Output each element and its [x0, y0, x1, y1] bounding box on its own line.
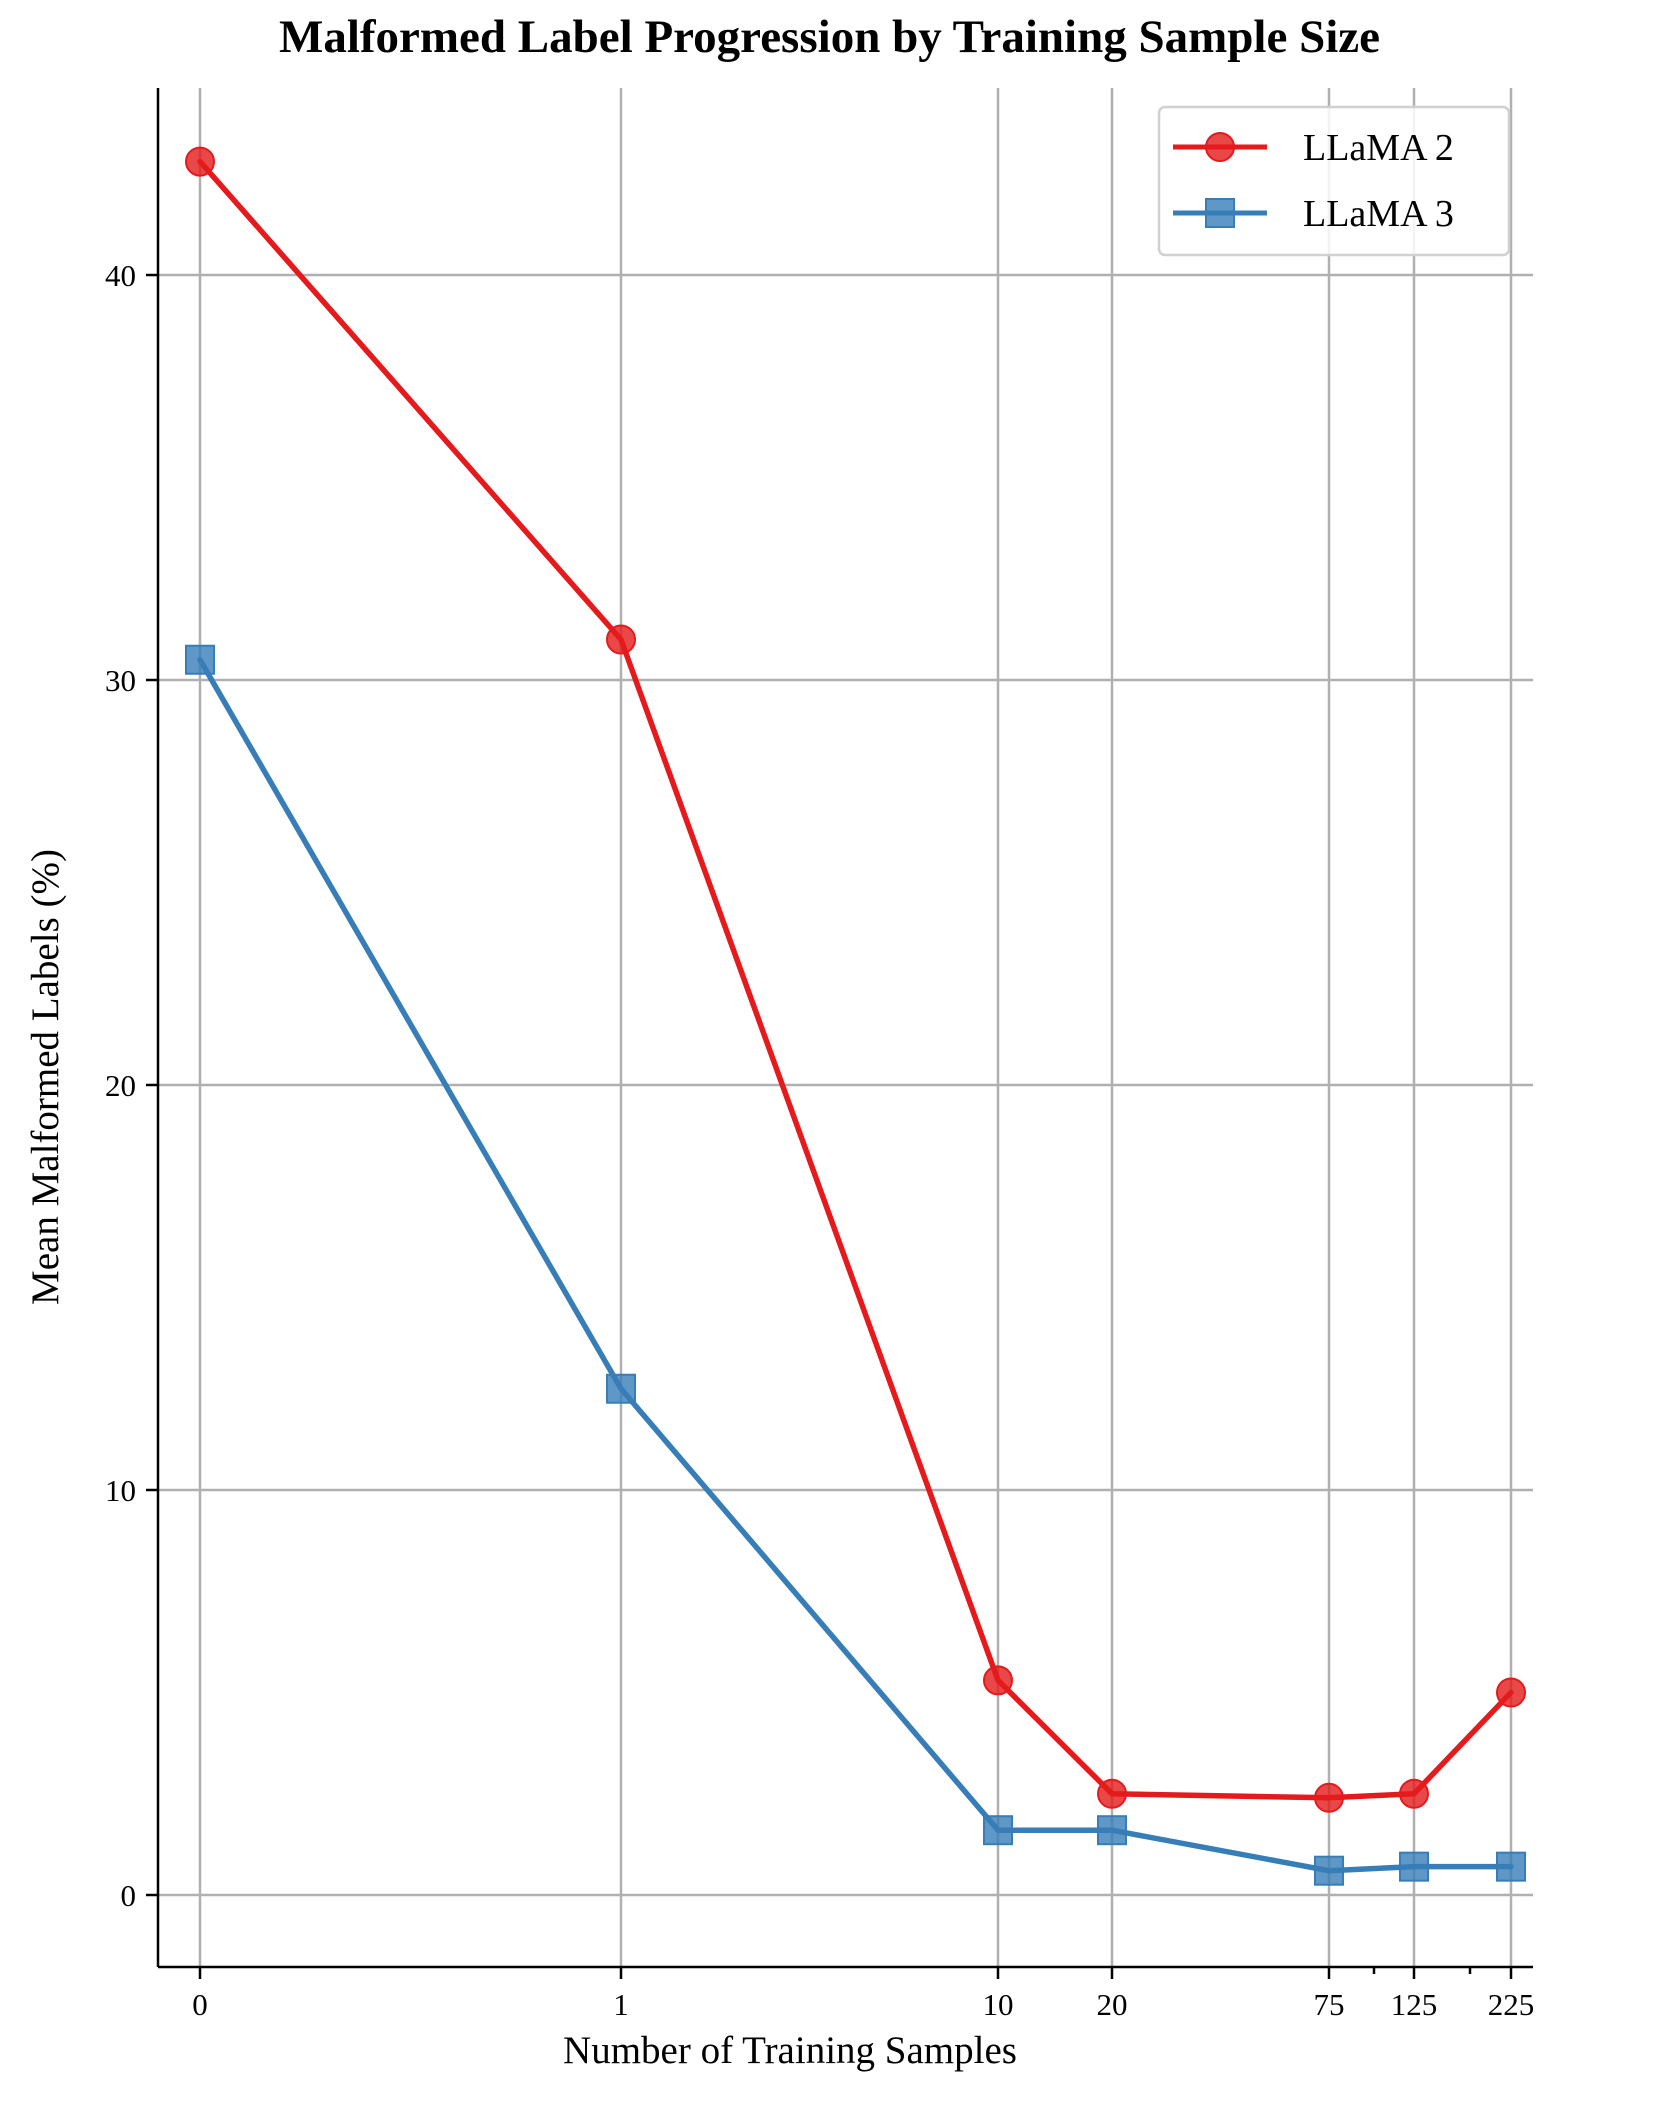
axes	[146, 88, 1533, 1979]
data-point-llama2	[1097, 1778, 1127, 1809]
data-point-llama3	[1399, 1851, 1429, 1882]
y-tick-label: 20	[105, 1068, 136, 1103]
x-tick-label: 0	[192, 1987, 208, 2022]
legend-label-llama3: LLaMA 3	[1303, 193, 1454, 235]
y-tick-label: 30	[105, 663, 136, 698]
x-tick-label: 225	[1488, 1987, 1535, 2022]
data-point-llama3	[1314, 1855, 1344, 1886]
legend: LLaMA 2 LLaMA 3	[1157, 105, 1511, 257]
data-point-llama3	[185, 644, 215, 675]
series-line-llama2	[197, 158, 1514, 1801]
legend-marker-llama3	[1205, 198, 1235, 228]
data-point-llama2	[185, 146, 215, 177]
x-tick-label: 75	[1314, 1987, 1345, 2022]
series-llama3	[185, 644, 1526, 1886]
data-point-llama3	[606, 1373, 636, 1404]
data-point-llama2	[983, 1665, 1013, 1696]
data-point-llama2	[1399, 1778, 1429, 1809]
series-llama2	[185, 146, 1526, 1813]
x-tick-label: 10	[983, 1987, 1014, 2022]
grid-lines	[158, 88, 1533, 1967]
data-point-llama3	[1097, 1815, 1127, 1846]
tick-labels: 0 1 10 20 75 125 225 0 10 20 30 40	[105, 258, 1534, 2022]
y-tick-label: 10	[105, 1473, 136, 1508]
data-point-llama2	[606, 624, 636, 655]
x-tick-label: 1	[613, 1987, 629, 2022]
x-tick-label: 20	[1097, 1987, 1128, 2022]
legend-box	[1157, 105, 1511, 257]
legend-label-llama2: LLaMA 2	[1303, 127, 1454, 169]
data-point-llama2	[1314, 1782, 1344, 1813]
legend-marker-llama2	[1205, 132, 1235, 162]
x-axis-label: Number of Training Samples	[563, 2029, 1017, 2072]
x-tick-label: 125	[1391, 1987, 1438, 2022]
data-point-llama3	[1496, 1851, 1526, 1882]
y-axis-label: Mean Malformed Labels (%)	[24, 849, 67, 1305]
y-tick-label: 40	[105, 258, 136, 293]
chart-title: Malformed Label Progression by Training …	[279, 11, 1380, 63]
series-layer	[185, 146, 1526, 1886]
series-line-llama3	[197, 657, 1514, 1874]
data-point-llama2	[1496, 1677, 1526, 1708]
data-point-llama3	[983, 1815, 1013, 1846]
y-tick-label: 0	[121, 1878, 137, 1913]
